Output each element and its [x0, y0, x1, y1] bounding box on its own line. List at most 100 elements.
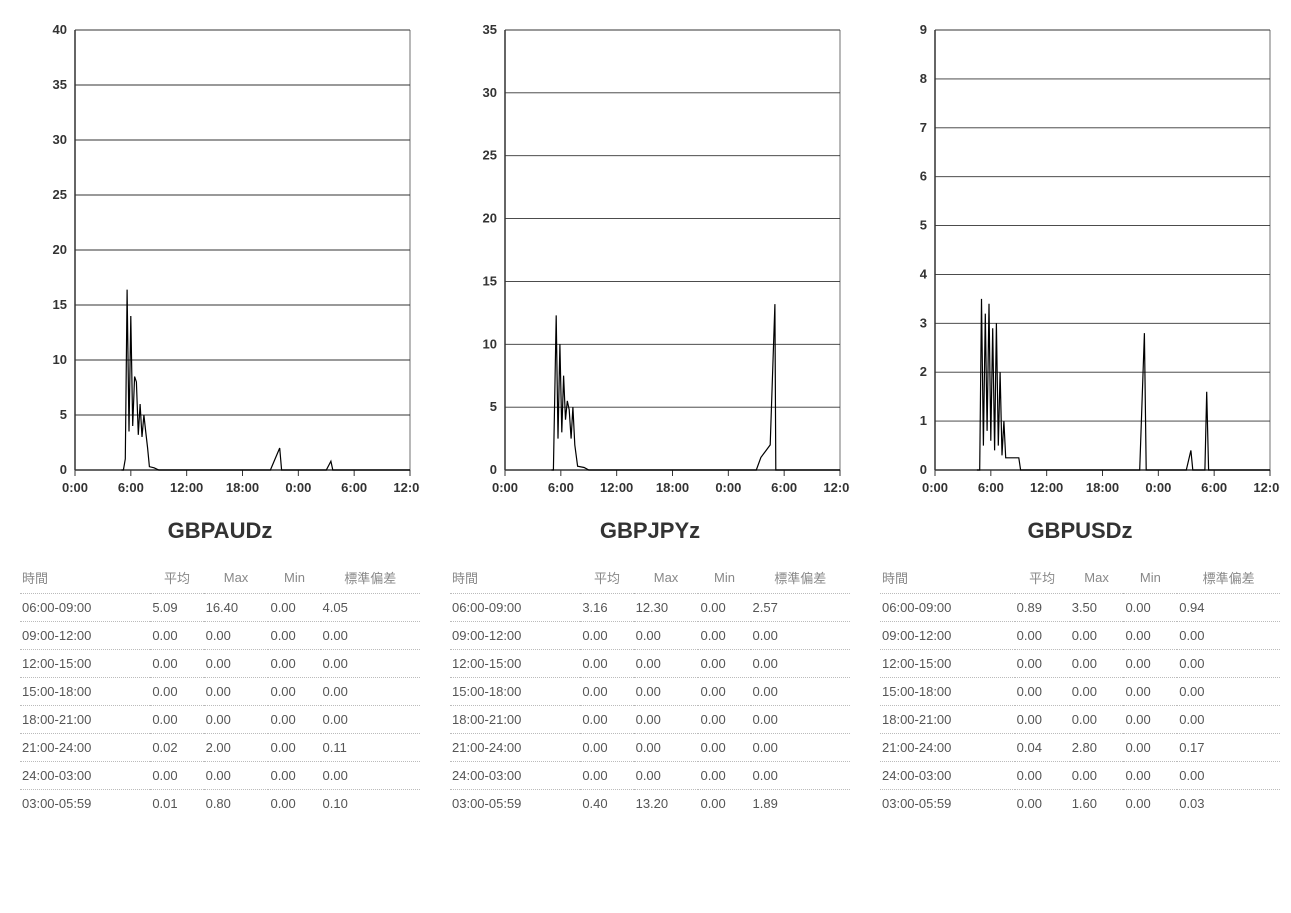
- svg-text:4: 4: [920, 266, 928, 281]
- table-row: 03:00-05:590.001.600.000.03: [880, 790, 1280, 818]
- svg-text:35: 35: [53, 77, 67, 92]
- svg-text:5: 5: [920, 218, 927, 233]
- svg-text:9: 9: [920, 22, 927, 37]
- table-row: 18:00-21:000.000.000.000.00: [20, 706, 420, 734]
- svg-text:8: 8: [920, 71, 927, 86]
- table-row: 12:00-15:000.000.000.000.00: [20, 650, 420, 678]
- table-row: 12:00-15:000.000.000.000.00: [880, 650, 1280, 678]
- chart-title-0: GBPAUDz: [20, 518, 420, 544]
- table-header: Max: [634, 562, 699, 594]
- table-header: Min: [268, 562, 320, 594]
- svg-text:0: 0: [60, 462, 67, 477]
- svg-text:15: 15: [483, 273, 497, 288]
- svg-text:3: 3: [920, 315, 927, 330]
- table-header: 標準偏差: [751, 562, 851, 594]
- svg-text:12:00: 12:00: [823, 480, 850, 495]
- svg-text:5: 5: [490, 399, 497, 414]
- table-header: Min: [1123, 562, 1177, 594]
- table-row: 15:00-18:000.000.000.000.00: [20, 678, 420, 706]
- svg-text:12:00: 12:00: [393, 480, 420, 495]
- stats-table-1: 時間平均MaxMin標準偏差06:00-09:003.1612.300.002.…: [450, 562, 850, 817]
- svg-text:0: 0: [490, 462, 497, 477]
- svg-text:20: 20: [53, 242, 67, 257]
- svg-text:18:00: 18:00: [226, 480, 259, 495]
- chart-svg-1: 051015202530350:006:0012:0018:000:006:00…: [450, 20, 850, 510]
- table-row: 21:00-24:000.042.800.000.17: [880, 734, 1280, 762]
- svg-text:25: 25: [53, 187, 67, 202]
- table-row: 21:00-24:000.022.000.000.11: [20, 734, 420, 762]
- chart-title-2: GBPUSDz: [880, 518, 1280, 544]
- svg-text:0:00: 0:00: [492, 480, 518, 495]
- svg-text:40: 40: [53, 22, 67, 37]
- svg-text:0:00: 0:00: [1145, 480, 1171, 495]
- svg-text:15: 15: [53, 297, 67, 312]
- table-header: 時間: [880, 562, 1015, 594]
- chart-svg-0: 0 5 10 15 20 25 30 35 40 0:00 6:00 12:00 18:00 0:00 6:…: [20, 20, 420, 510]
- svg-text:30: 30: [53, 132, 67, 147]
- svg-text:1: 1: [920, 413, 927, 428]
- chart-title-1: GBPJPYz: [450, 518, 850, 544]
- table-row: 24:00-03:000.000.000.000.00: [880, 762, 1280, 790]
- svg-text:7: 7: [920, 120, 927, 135]
- svg-text:0:00: 0:00: [922, 480, 948, 495]
- svg-text:12:00: 12:00: [1030, 480, 1063, 495]
- svg-text:6:00: 6:00: [548, 480, 574, 495]
- svg-text:18:00: 18:00: [656, 480, 689, 495]
- table-header: 標準偏差: [1177, 562, 1280, 594]
- table-row: 06:00-09:005.0916.400.004.05: [20, 594, 420, 622]
- table-header: 時間: [450, 562, 580, 594]
- svg-text:30: 30: [483, 85, 497, 100]
- chart-svg-2: 0 1 2 3 4 5 6 7 8 9 0:00 6:00 12:00 18:00 0:00 6:00 12:0…: [880, 20, 1280, 510]
- svg-text:5: 5: [60, 407, 67, 422]
- svg-text:0: 0: [920, 462, 927, 477]
- svg-text:10: 10: [53, 352, 67, 367]
- table-header: 標準偏差: [321, 562, 421, 594]
- chart-gbpusd: 0 1 2 3 4 5 6 7 8 9 0:00 6:00 12:00 18:00 0:00 6:00 12:0…: [880, 20, 1280, 510]
- table-row: 15:00-18:000.000.000.000.00: [880, 678, 1280, 706]
- svg-text:20: 20: [483, 211, 497, 226]
- table-row: 03:00-05:590.4013.200.001.89: [450, 790, 850, 818]
- table-row: 24:00-03:000.000.000.000.00: [450, 762, 850, 790]
- svg-text:0:00: 0:00: [715, 480, 741, 495]
- table-row: 03:00-05:590.010.800.000.10: [20, 790, 420, 818]
- panel-gbpusd: 0 1 2 3 4 5 6 7 8 9 0:00 6:00 12:00 18:00 0:00 6:00 12:0…: [880, 20, 1280, 817]
- stats-table-0: 時間平均MaxMin標準偏差06:00-09:005.0916.400.004.…: [20, 562, 420, 817]
- svg-text:6:00: 6:00: [1201, 480, 1227, 495]
- stats-table-2: 時間平均MaxMin標準偏差06:00-09:000.893.500.000.9…: [880, 562, 1280, 817]
- table-header: 平均: [1015, 562, 1070, 594]
- table-row: 15:00-18:000.000.000.000.00: [450, 678, 850, 706]
- svg-text:18:00: 18:00: [1086, 480, 1119, 495]
- table-row: 18:00-21:000.000.000.000.00: [880, 706, 1280, 734]
- chart-gbpjpy: 051015202530350:006:0012:0018:000:006:00…: [450, 20, 850, 510]
- svg-text:2: 2: [920, 364, 927, 379]
- panels-container: 05101520253035400:006:0012:0018:000:006:…: [20, 20, 1280, 817]
- svg-text:6: 6: [920, 169, 927, 184]
- panel-gbpjpy: 051015202530350:006:0012:0018:000:006:00…: [450, 20, 850, 817]
- svg-text:6:00: 6:00: [771, 480, 797, 495]
- svg-text:12:00: 12:00: [600, 480, 633, 495]
- chart-gbpaud: 0 5 10 15 20 25 30 35 40 0:00 6:00 12:00 18:00 0:00 6:…: [20, 20, 420, 510]
- table-row: 09:00-12:000.000.000.000.00: [450, 622, 850, 650]
- svg-text:6:00: 6:00: [978, 480, 1004, 495]
- table-header: 平均: [580, 562, 633, 594]
- table-row: 12:00-15:000.000.000.000.00: [450, 650, 850, 678]
- svg-text:0:00: 0:00: [62, 480, 88, 495]
- table-row: 06:00-09:000.893.500.000.94: [880, 594, 1280, 622]
- svg-text:25: 25: [483, 148, 497, 163]
- table-header: 平均: [150, 562, 203, 594]
- svg-text:6:00: 6:00: [118, 480, 144, 495]
- table-row: 09:00-12:000.000.000.000.00: [20, 622, 420, 650]
- svg-text:6:00: 6:00: [341, 480, 367, 495]
- table-row: 24:00-03:000.000.000.000.00: [20, 762, 420, 790]
- table-row: 06:00-09:003.1612.300.002.57: [450, 594, 850, 622]
- table-row: 18:00-21:000.000.000.000.00: [450, 706, 850, 734]
- table-header: Min: [698, 562, 750, 594]
- svg-text:12:00: 12:00: [170, 480, 203, 495]
- table-header: 時間: [20, 562, 150, 594]
- svg-text:0:00: 0:00: [285, 480, 311, 495]
- table-header: Max: [1070, 562, 1124, 594]
- svg-text:12:00: 12:00: [1253, 480, 1280, 495]
- panel-gbpaud: 0 5 10 15 20 25 30 35 40 0:00 6:00 12:00 18:00 0:00 6:…: [20, 20, 420, 817]
- table-header: Max: [204, 562, 269, 594]
- svg-text:35: 35: [483, 22, 497, 37]
